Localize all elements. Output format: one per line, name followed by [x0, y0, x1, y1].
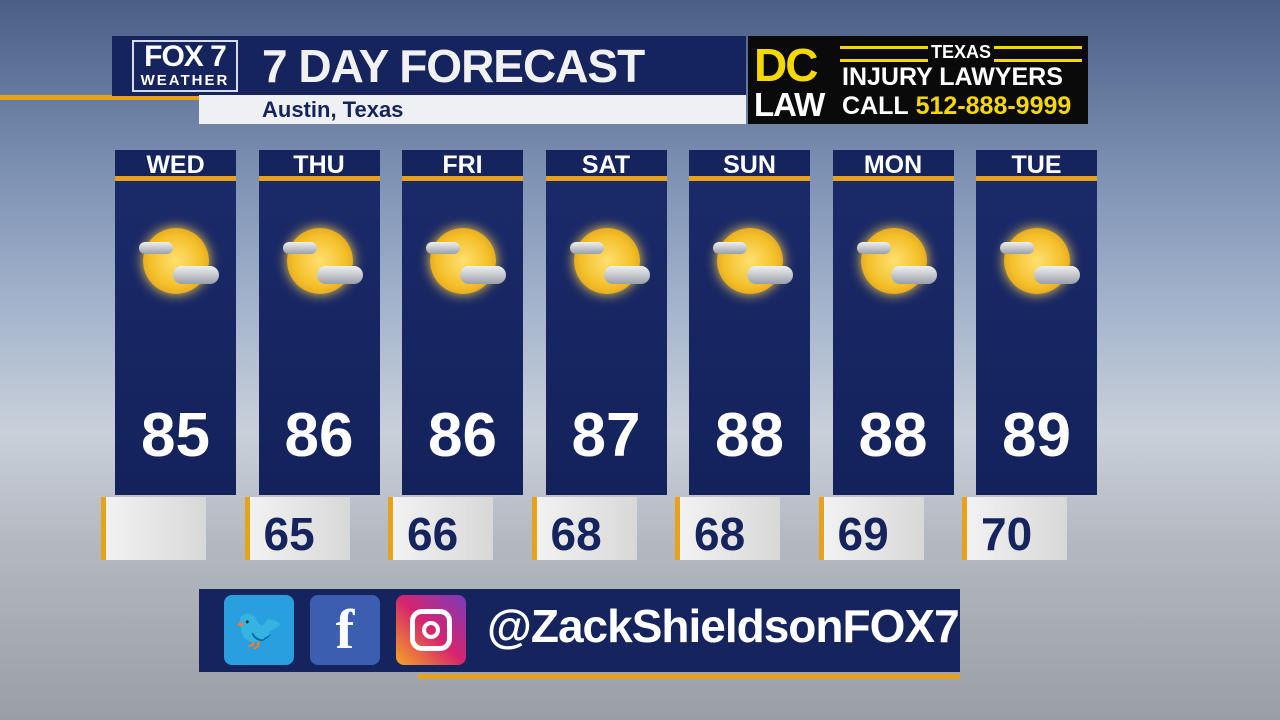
ad-injury-lawyers: INJURY LAWYERS [842, 63, 1063, 91]
ad-law: LAW [754, 86, 825, 123]
high-temp: 88 [715, 401, 784, 470]
day-column: SAT 87 [545, 150, 667, 495]
high-temp: 88 [858, 401, 928, 470]
day-column: FRI 86 [402, 150, 523, 495]
low-temp: 65 [244, 497, 350, 560]
day-label: WED [115, 150, 236, 181]
day-column: SUN 88 [689, 150, 810, 495]
low-temp: 68 [531, 497, 637, 560]
ad-banner: DC LAW TEXAS INJURY LAWYERS CALL 512-888… [748, 36, 1088, 124]
day-label: FRI [402, 150, 523, 181]
ad-dc: DC [754, 39, 818, 91]
location-label: Austin, Texas [199, 95, 746, 124]
day-label: SUN [689, 150, 810, 181]
high-temp: 89 [1002, 401, 1071, 470]
day-label: THU [258, 150, 380, 181]
ad-texas: TEXAS [840, 42, 1082, 63]
ad-call-label: CALL [842, 92, 909, 120]
low-temp: 70 [962, 497, 1067, 560]
accent-line [0, 95, 199, 100]
day-label: TUE [976, 150, 1097, 181]
ad-call: CALL 512-888-9999 [842, 92, 1071, 121]
day-column: WED 85 [115, 150, 236, 495]
low-temp: 68 [675, 497, 780, 560]
day-column: TUE 89 [976, 150, 1097, 495]
social-handle: @ZackShieldsonFOX7 [487, 600, 960, 652]
day-column: MON 88 [832, 150, 954, 495]
twitter-icon: 🐦 [224, 595, 294, 665]
day-label: MON [832, 150, 954, 181]
day-label: SAT [545, 150, 667, 181]
logo-brand: FOX 7 [144, 40, 227, 73]
header-bar [112, 36, 746, 96]
high-temp: 86 [428, 401, 497, 470]
day-column: THU 86 [258, 150, 380, 495]
social-bar: 🐦 f @ZackShieldsonFOX7 [199, 589, 960, 672]
low-temp: 66 [388, 497, 493, 560]
instagram-icon [396, 595, 466, 665]
low-temp [101, 497, 206, 560]
high-temp: 86 [284, 401, 354, 470]
high-temp: 85 [141, 401, 210, 470]
low-temp: 69 [818, 497, 924, 560]
ad-phone: 512-888-9999 [915, 92, 1072, 120]
high-temp: 87 [571, 401, 641, 470]
logo-sub: WEATHER [140, 72, 230, 89]
accent-line-bottom [418, 674, 960, 679]
fox7-weather-logo: FOX 7 WEATHER [132, 40, 238, 92]
facebook-icon: f [310, 595, 380, 665]
page-title: 7 DAY FORECAST [262, 40, 645, 92]
